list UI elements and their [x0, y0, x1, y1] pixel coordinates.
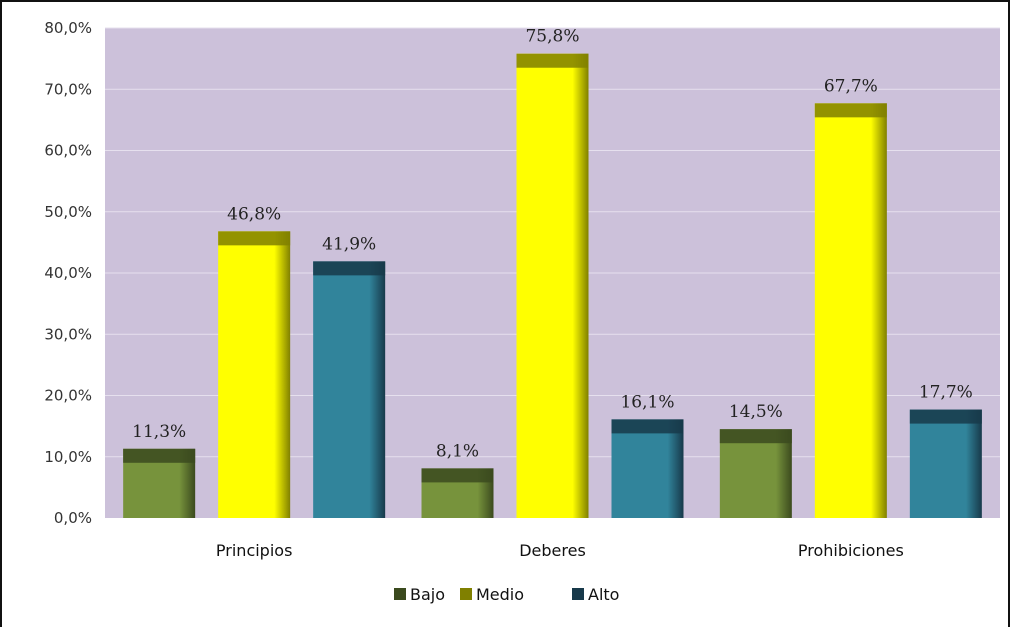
- y-tick-label: 50,0%: [44, 203, 92, 221]
- y-tick-label: 10,0%: [44, 448, 92, 466]
- bar-alto: [909, 409, 982, 518]
- data-label: 16,1%: [620, 392, 674, 412]
- y-tick-label: 40,0%: [44, 264, 92, 282]
- bar-medio: [814, 103, 887, 519]
- bar-alto: [313, 261, 386, 518]
- x-category-label: Deberes: [519, 541, 586, 560]
- data-label: 67,7%: [824, 76, 878, 96]
- bar-top-bevel: [814, 103, 887, 118]
- bar-bajo: [719, 429, 792, 518]
- legend-swatch-medio: [460, 588, 472, 600]
- data-label: 41,9%: [322, 234, 376, 254]
- y-tick-label: 0,0%: [54, 509, 92, 527]
- bar-top-bevel: [421, 468, 494, 483]
- bar-top-bevel: [313, 261, 386, 276]
- y-tick-label: 80,0%: [44, 19, 92, 37]
- bar-top-bevel: [123, 448, 196, 463]
- data-label: 17,7%: [919, 383, 973, 403]
- y-tick-label: 30,0%: [44, 325, 92, 343]
- x-category-label: Prohibiciones: [798, 541, 904, 560]
- data-label: 11,3%: [132, 422, 186, 442]
- bar-medio: [218, 231, 291, 518]
- legend-label-medio: Medio: [476, 585, 524, 604]
- bar-top-bevel: [611, 419, 684, 434]
- x-category-label: Principios: [216, 541, 293, 560]
- legend-label-alto: Alto: [588, 585, 619, 604]
- legend-swatch-alto: [572, 588, 584, 600]
- bar-top-bevel: [719, 429, 792, 444]
- y-tick-label: 60,0%: [44, 142, 92, 160]
- bar-medio: [516, 53, 589, 518]
- bar-top-bevel: [516, 53, 589, 68]
- bar-alto: [611, 419, 684, 518]
- bar-top-bevel: [909, 409, 982, 424]
- data-label: 46,8%: [227, 204, 281, 224]
- y-tick-label: 70,0%: [44, 80, 92, 98]
- bar-top-bevel: [218, 231, 291, 246]
- data-label: 14,5%: [729, 402, 783, 422]
- data-label: 75,8%: [525, 27, 579, 47]
- legend-label-bajo: Bajo: [410, 585, 445, 604]
- data-label: 8,1%: [436, 441, 479, 461]
- y-tick-label: 20,0%: [44, 387, 92, 405]
- legend-swatch-bajo: [394, 588, 406, 600]
